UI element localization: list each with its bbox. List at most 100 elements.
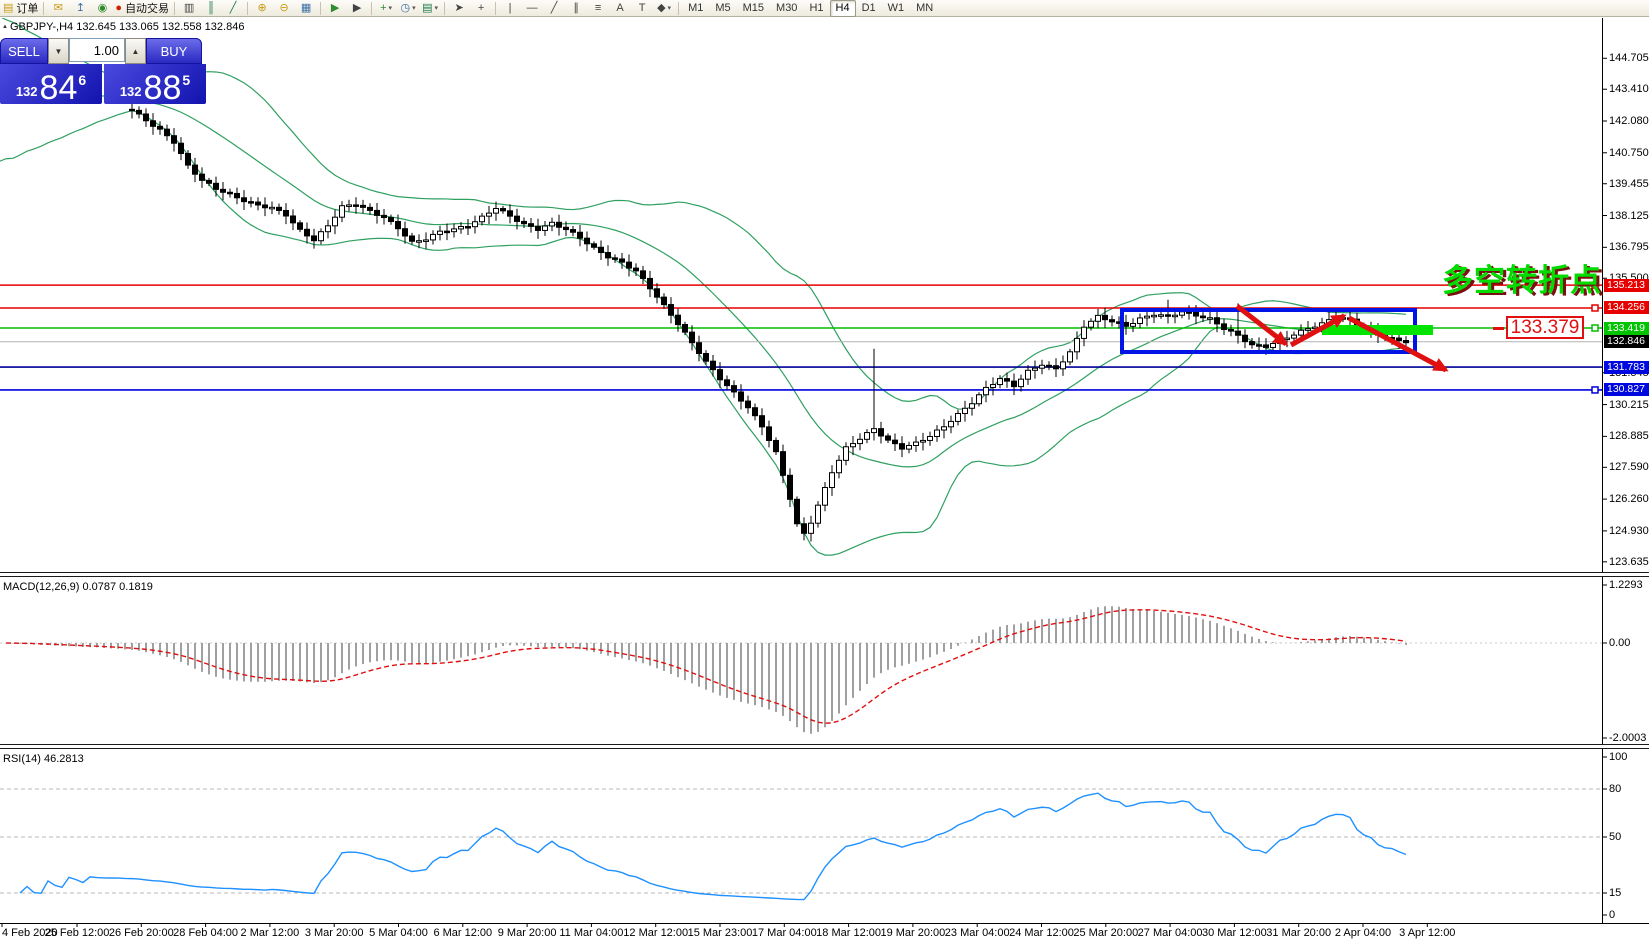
price-tick: 126.260 (1609, 493, 1649, 506)
price-callout-dash (1493, 327, 1504, 330)
indicators-button[interactable]: + ▾ (375, 1, 397, 16)
new-order-button-label: 订单 (16, 3, 39, 15)
volume-decrease-button[interactable]: ▼ (48, 38, 69, 64)
auto-scroll-icon: ▶ (330, 1, 340, 14)
signals-button[interactable]: ◉ (91, 1, 113, 16)
zoom-out-icon: ⊖ (279, 1, 289, 14)
sell-button[interactable]: SELL (0, 38, 48, 64)
hline-price-label: 133.419 (1604, 321, 1649, 335)
upload-icon: ↥ (75, 1, 86, 14)
indicators-icon: + (380, 1, 387, 14)
pane-separator-rsi[interactable] (0, 744, 1649, 749)
hline-price-label: 134.256 (1604, 301, 1649, 315)
timeframe-button-w1[interactable]: W1 (887, 2, 905, 14)
new-order-icon: ▤ (3, 1, 14, 14)
bar-chart-button[interactable]: ▥ (178, 1, 200, 16)
current-price-label: 132.846 (1604, 335, 1649, 349)
sell-price-pip: 6 (78, 72, 87, 88)
price-axis-line (1602, 18, 1603, 923)
trend-arrow[interactable] (1347, 315, 1449, 373)
toolbar-separator (678, 1, 680, 15)
crosshair-icon: + (477, 1, 485, 14)
price-callout-label[interactable]: 133.379 (1506, 316, 1584, 339)
clock-icon: ◷ (400, 1, 411, 14)
timeframe-button-h4[interactable]: H4 (829, 0, 856, 17)
chart-shift-button[interactable]: ▶ (346, 1, 368, 16)
hline-price-label: 135.213 (1604, 278, 1649, 292)
highlight-bar[interactable] (1322, 325, 1433, 335)
date-label: 6 Mar 12:00 (433, 927, 493, 939)
dropdown-arrow-icon: ▾ (667, 5, 672, 12)
trend-arrow[interactable] (1235, 304, 1289, 346)
date-label: 11 Mar 04:00 (559, 927, 624, 939)
zoom-in-icon: ⊕ (257, 1, 267, 14)
timeframe-button-h1[interactable]: H1 (809, 2, 824, 14)
new-order-button[interactable]: ▤ 订单 (1, 1, 40, 16)
date-label: 31 Mar 20:00 (1266, 927, 1332, 939)
timeframe-button-m5[interactable]: M5 (715, 2, 731, 14)
sell-price-figure: 132 (15, 84, 38, 99)
macd-label: MACD(12,26,9) 0.0787 0.1819 (3, 581, 153, 593)
cursor-button[interactable]: ➤ (448, 1, 470, 16)
volume-input[interactable] (69, 38, 125, 62)
price-tick: 127.590 (1609, 461, 1649, 474)
buy-price-figure: 132 (119, 84, 142, 99)
crosshair-button[interactable]: + (470, 1, 492, 16)
price-tick: 138.125 (1609, 209, 1649, 222)
zoom-in-button[interactable]: ⊕ (251, 1, 273, 16)
timeframe-button-m1[interactable]: M1 (688, 2, 704, 14)
sell-price-big: 84 (39, 69, 78, 107)
timeframe-button-m15[interactable]: M15 (742, 2, 765, 14)
fibonacci-button[interactable]: ≡ (587, 1, 609, 16)
fibonacci-icon: ≡ (594, 1, 602, 14)
vertical-line-button[interactable]: | (499, 1, 521, 16)
trend-arrow[interactable] (1289, 313, 1347, 348)
line-chart-button[interactable]: ╱ (222, 1, 244, 16)
zoom-out-button[interactable]: ⊖ (273, 1, 295, 16)
tile-windows-button[interactable]: ▦ (295, 1, 317, 16)
auto-scroll-button[interactable]: ▶ (324, 1, 346, 16)
autotrading-button[interactable]: ● 自动交易 (113, 1, 171, 16)
timeframe-button-m30[interactable]: M30 (776, 2, 798, 14)
buy-price-big: 88 (143, 69, 182, 107)
macd-scale-tick: 1.2293 (1609, 579, 1643, 591)
toolbar-separator (320, 1, 322, 15)
publish-button[interactable]: ↥ (69, 1, 91, 16)
sell-price-display[interactable]: 132 84 6 (0, 64, 102, 107)
trendline-button[interactable]: ╱ (543, 1, 565, 16)
volume-increase-button[interactable]: ▲ (125, 38, 146, 64)
date-label: 27 Mar 04:00 (1137, 927, 1203, 939)
timeframe-button-d1[interactable]: D1 (861, 2, 876, 14)
buy-price-pip: 5 (182, 72, 191, 88)
trade-controls-row: SELL ▼ ▲ BUY (0, 38, 206, 64)
rsi-label: RSI(14) 46.2813 (3, 753, 84, 765)
tile-windows-icon: ▦ (300, 1, 312, 14)
periods-button[interactable]: ◷ ▾ (397, 1, 419, 16)
buy-price-display[interactable]: 132 88 5 (104, 64, 206, 107)
price-tick: 128.885 (1609, 430, 1649, 443)
hline-price-label: 130.827 (1604, 383, 1649, 397)
text-label-button[interactable]: T (631, 1, 653, 16)
dropdown-arrow-icon: ▾ (434, 5, 439, 12)
rsi-scale-tick: 0 (1609, 909, 1616, 921)
shapes-button[interactable]: ◆ ▾ (653, 1, 675, 16)
collapse-triangle-icon[interactable]: ▲ (2, 24, 8, 30)
date-label: 26 Feb 20:00 (108, 927, 174, 939)
candlestick-chart-button[interactable]: ║ (200, 1, 222, 16)
pane-separator-macd[interactable] (0, 572, 1649, 577)
channel-button[interactable]: ∥ (565, 1, 587, 16)
annotation-text[interactable]: 多空转折点 (1442, 263, 1602, 298)
date-label: 25 Mar 20:00 (1073, 927, 1139, 939)
horizontal-line-button[interactable]: — (521, 1, 543, 16)
autotrade-icon: ● (115, 1, 123, 14)
mail-button[interactable]: ✉ (47, 1, 69, 16)
date-label: 24 Mar 12:00 (1009, 927, 1074, 939)
timeframe-button-mn[interactable]: MN (916, 2, 934, 14)
text-button[interactable]: A (609, 1, 631, 16)
buy-button[interactable]: BUY (146, 38, 202, 64)
templates-button[interactable]: ▤ ▾ (419, 1, 441, 16)
price-tick: 123.635 (1609, 555, 1649, 568)
shapes-icon: ◆ (657, 1, 666, 14)
price-tick: 143.410 (1609, 83, 1649, 96)
